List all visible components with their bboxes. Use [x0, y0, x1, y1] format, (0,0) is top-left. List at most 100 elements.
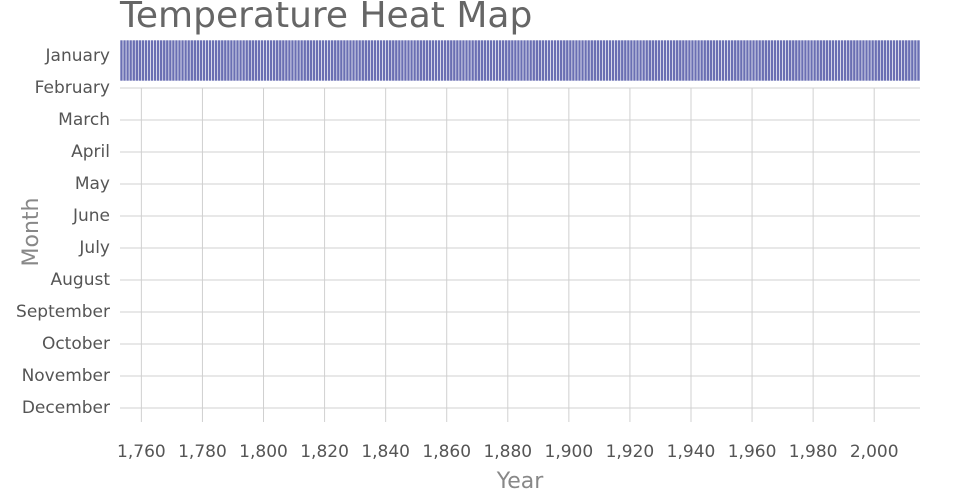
- heat-cell: [886, 39, 890, 82]
- heat-cell: [421, 39, 426, 82]
- x-tick-label: 1,800: [239, 442, 288, 462]
- heat-cell: [382, 39, 386, 82]
- heat-cell: [128, 39, 133, 82]
- heat-cell: [452, 39, 457, 82]
- heat-cell: [122, 39, 127, 82]
- heat-cell: [321, 39, 325, 82]
- heat-cell: [315, 39, 319, 82]
- heat-cell: [247, 39, 252, 82]
- heat-cell: [898, 39, 902, 82]
- heat-cell: [449, 39, 454, 82]
- heat-cell: [825, 39, 829, 82]
- y-axis-label: Month: [19, 198, 44, 267]
- heat-cell: [721, 39, 725, 82]
- heat-cell: [626, 39, 631, 82]
- heat-cell: [663, 39, 667, 82]
- heat-cell: [461, 39, 466, 82]
- heat-cell: [394, 39, 399, 82]
- heat-cell: [336, 39, 341, 82]
- heat-cell: [773, 39, 777, 82]
- heat-cell: [333, 39, 338, 82]
- heat-cell: [770, 39, 774, 82]
- heat-cell: [907, 39, 912, 82]
- heat-cell: [241, 39, 246, 82]
- heat-cell: [351, 39, 356, 82]
- heat-cell: [586, 39, 591, 82]
- heat-cell: [480, 39, 484, 82]
- heat-cell: [168, 39, 173, 82]
- heat-cell: [666, 39, 670, 82]
- heat-cell: [376, 39, 380, 82]
- heat-cell: [409, 39, 414, 82]
- heat-cell: [437, 39, 441, 82]
- heat-cell: [763, 39, 768, 82]
- heat-cell: [486, 39, 490, 82]
- heat-cell: [501, 39, 506, 82]
- heat-cell: [910, 39, 915, 82]
- heat-cell: [443, 39, 448, 82]
- heat-cell: [363, 39, 368, 82]
- heat-cell: [183, 39, 188, 82]
- heat-cell: [632, 39, 637, 82]
- heat-cell: [913, 39, 918, 82]
- heat-cell: [495, 39, 499, 82]
- heat-cell: [751, 39, 756, 82]
- heat-cell: [916, 39, 921, 82]
- y-tick-label: February: [35, 78, 110, 98]
- heat-cell: [828, 39, 832, 82]
- heat-cell: [159, 39, 164, 82]
- heat-cell: [895, 39, 899, 82]
- heat-cell: [263, 39, 267, 82]
- heat-cell: [614, 39, 619, 82]
- heat-cell: [727, 39, 731, 82]
- heat-cell: [196, 39, 200, 82]
- heat-cell: [244, 39, 249, 82]
- heat-cell: [455, 39, 460, 82]
- heat-cell: [266, 39, 270, 82]
- heat-cell: [718, 39, 722, 82]
- heat-cell: [577, 39, 582, 82]
- heat-cell: [876, 39, 881, 82]
- heat-cell: [418, 39, 423, 82]
- heat-cell: [162, 39, 167, 82]
- heat-cell: [641, 39, 646, 82]
- y-tick-label: November: [22, 366, 110, 386]
- heat-cell: [284, 39, 289, 82]
- heat-cell: [510, 39, 515, 82]
- heat-cell: [519, 39, 524, 82]
- heat-cell: [238, 39, 243, 82]
- heat-cell: [547, 39, 551, 82]
- heat-cell: [623, 39, 628, 82]
- heat-cell: [754, 39, 759, 82]
- heat-cell: [849, 39, 854, 82]
- heat-cell: [559, 39, 564, 82]
- heat-cell: [592, 39, 597, 82]
- heat-cell: [583, 39, 588, 82]
- heat-cell: [541, 39, 545, 82]
- heat-cell: [257, 39, 261, 82]
- x-tick-label: 1,820: [300, 442, 349, 462]
- heat-cell: [553, 39, 557, 82]
- x-tick-label: 1,840: [361, 442, 410, 462]
- heat-cell: [483, 39, 487, 82]
- heat-cell: [180, 39, 185, 82]
- heat-cell: [709, 39, 713, 82]
- heat-cell: [367, 39, 371, 82]
- heat-cell: [458, 39, 463, 82]
- heat-cell: [873, 39, 878, 82]
- heat-cell: [904, 39, 909, 82]
- heat-cell: [354, 39, 359, 82]
- heat-cell: [134, 39, 139, 82]
- heat-cell: [205, 39, 209, 82]
- heat-cell: [806, 39, 811, 82]
- heat-cell: [214, 39, 219, 82]
- heat-cell: [745, 39, 750, 82]
- heat-cell: [208, 39, 212, 82]
- heat-cell: [293, 39, 298, 82]
- y-tick-label: January: [45, 46, 110, 66]
- heat-cell: [525, 39, 530, 82]
- heat-cell: [901, 39, 906, 82]
- heat-cell: [660, 39, 664, 82]
- heat-cell: [467, 39, 472, 82]
- heat-cell: [171, 39, 176, 82]
